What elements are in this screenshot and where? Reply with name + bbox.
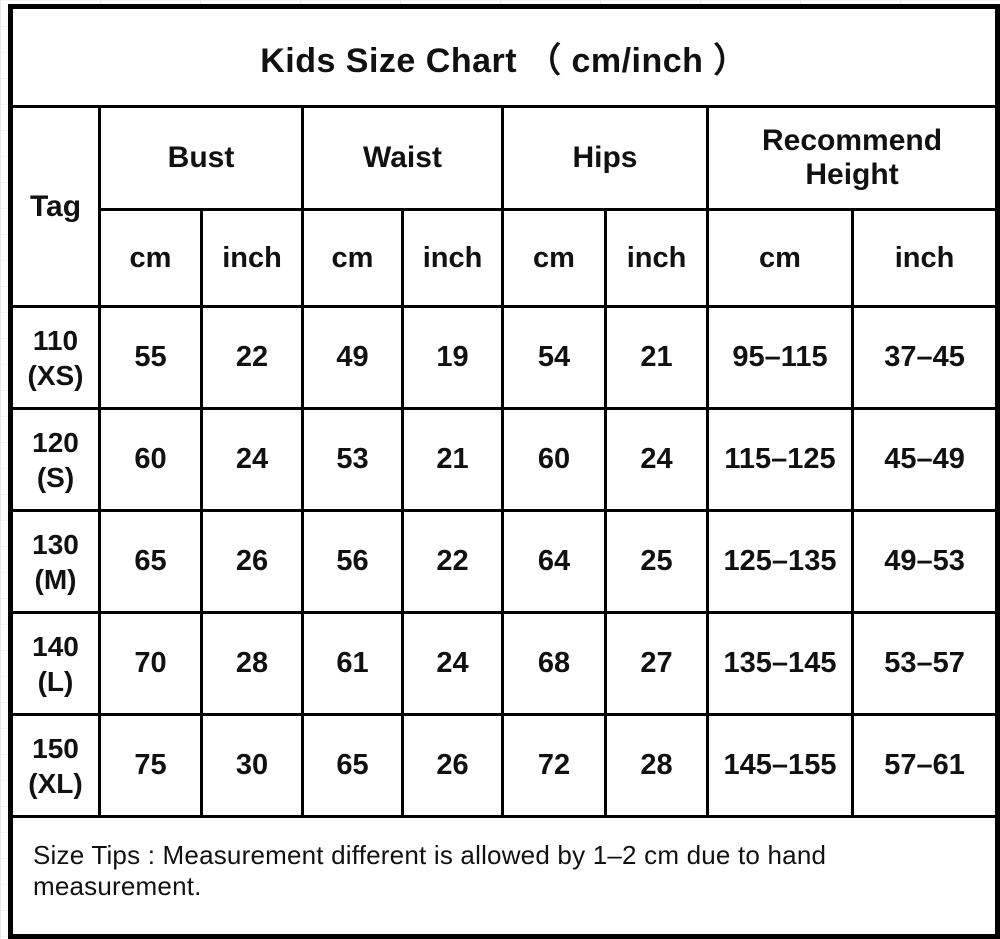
unit-height-inch: inch xyxy=(850,208,1000,308)
header-group-row: Tag Bust Waist Hips Recommend Height xyxy=(9,105,1000,308)
cell-bust-cm: 70 xyxy=(98,611,203,716)
cell-bust-cm: 55 xyxy=(98,305,203,410)
cell-height-inch: 53–57 xyxy=(850,611,1000,716)
unit-waist-cm: cm xyxy=(301,208,404,308)
cell-waist-inch: 21 xyxy=(401,407,504,512)
tag-code: (S) xyxy=(36,461,75,493)
cell-hips-cm: 68 xyxy=(501,611,607,716)
header-tag: Tag xyxy=(9,105,101,308)
cell-height-inch: 37–45 xyxy=(850,305,1000,410)
cell-hips-inch: 24 xyxy=(604,407,709,512)
cell-hips-cm: 64 xyxy=(501,509,607,614)
cell-hips-cm: 54 xyxy=(501,305,607,410)
tag-size: 130 xyxy=(32,528,79,560)
cell-hips-cm: 60 xyxy=(501,407,607,512)
tag-cell: 150 (XL) xyxy=(9,713,101,818)
tag-code: (M) xyxy=(34,563,77,595)
cell-waist-inch: 26 xyxy=(401,713,504,818)
header-bust: Bust xyxy=(98,105,304,211)
cell-waist-cm: 65 xyxy=(301,713,404,818)
header-unit-row: cm inch cm inch cm inch cm inch xyxy=(11,208,1000,308)
cell-hips-cm: 72 xyxy=(501,713,607,818)
unit-hips-inch: inch xyxy=(604,208,709,308)
tag-size: 120 xyxy=(32,426,79,458)
tag-cell: 120 (S) xyxy=(9,407,101,512)
cell-hips-inch: 25 xyxy=(604,509,709,614)
size-tips-row: Size Tips : Measurement different is all… xyxy=(8,815,1000,938)
cell-height-cm: 115–125 xyxy=(706,407,854,512)
cell-bust-inch: 24 xyxy=(200,407,304,512)
unit-bust-cm: cm xyxy=(98,208,203,308)
tag-code: (L) xyxy=(37,665,74,697)
cell-height-inch: 45–49 xyxy=(850,407,1000,512)
cell-hips-inch: 27 xyxy=(604,611,709,716)
tag-size: 110 xyxy=(32,324,79,356)
chart-title: Kids Size Chart （ cm/inch ） xyxy=(8,5,1000,108)
header-waist: Waist xyxy=(301,105,504,211)
unit-height-cm: cm xyxy=(706,208,854,308)
cell-waist-inch: 24 xyxy=(401,611,504,716)
tag-size: 140 xyxy=(32,630,79,662)
cell-height-inch: 57–61 xyxy=(850,713,1000,818)
cell-waist-inch: 22 xyxy=(401,509,504,614)
table-row-140-l: 140 (L) 70 28 61 24 68 27 135–145 53–57 xyxy=(9,611,1000,716)
cell-waist-inch: 19 xyxy=(401,305,504,410)
cell-height-inch: 49–53 xyxy=(850,509,1000,614)
cell-hips-inch: 21 xyxy=(604,305,709,410)
table-row-110-xs: 110 (XS) 55 22 49 19 54 21 95–115 37–45 xyxy=(9,305,1000,410)
cell-hips-inch: 28 xyxy=(604,713,709,818)
cell-bust-inch: 28 xyxy=(200,611,304,716)
cell-waist-cm: 49 xyxy=(301,305,404,410)
header-hips: Hips xyxy=(501,105,709,211)
unit-hips-cm: cm xyxy=(501,208,607,308)
unit-bust-inch: inch xyxy=(200,208,304,308)
cell-waist-cm: 61 xyxy=(301,611,404,716)
table-row-150-xl: 150 (XL) 75 30 65 26 72 28 145–155 57–61 xyxy=(9,713,1000,818)
tag-size: 150 xyxy=(32,732,79,764)
size-tips-text: Size Tips : Measurement different is all… xyxy=(8,815,1000,938)
cell-bust-inch: 30 xyxy=(200,713,304,818)
title-row: Kids Size Chart （ cm/inch ） xyxy=(8,5,1000,108)
cell-bust-cm: 65 xyxy=(98,509,203,614)
cell-bust-inch: 22 xyxy=(200,305,304,410)
kids-size-chart-table: Kids Size Chart （ cm/inch ） Tag Bust Wai… xyxy=(8,4,1000,939)
cell-bust-cm: 75 xyxy=(98,713,203,818)
tag-cell: 110 (XS) xyxy=(9,305,101,410)
cell-height-cm: 145–155 xyxy=(706,713,854,818)
cell-bust-cm: 60 xyxy=(98,407,203,512)
tag-cell: 140 (L) xyxy=(9,611,101,716)
cell-waist-cm: 53 xyxy=(301,407,404,512)
tag-code: (XS) xyxy=(27,359,84,391)
cell-height-cm: 95–115 xyxy=(706,305,854,410)
tag-cell: 130 (M) xyxy=(9,509,101,614)
cell-height-cm: 125–135 xyxy=(706,509,854,614)
unit-waist-inch: inch xyxy=(401,208,504,308)
table-row-130-m: 130 (M) 65 26 56 22 64 25 125–135 49–53 xyxy=(9,509,1000,614)
cell-height-cm: 135–145 xyxy=(706,611,854,716)
tag-code: (XL) xyxy=(28,767,83,799)
header-recommend-height-label: Recommend Height xyxy=(762,123,943,192)
table-row-120-s: 120 (S) 60 24 53 21 60 24 115–125 45–49 xyxy=(9,407,1000,512)
header-recommend-height: Recommend Height xyxy=(705,105,1000,211)
cell-bust-inch: 26 xyxy=(200,509,304,614)
cell-waist-cm: 56 xyxy=(301,509,404,614)
